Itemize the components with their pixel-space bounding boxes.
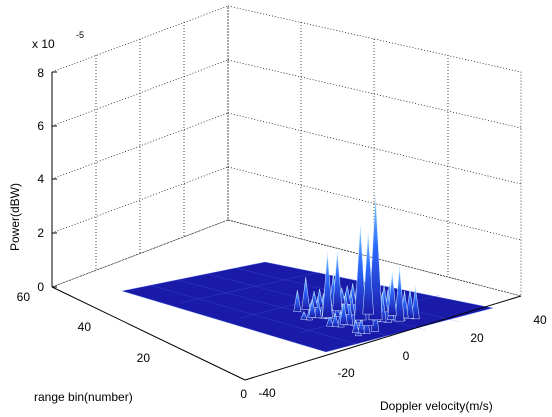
y-tick-label: 0	[240, 387, 247, 401]
surface-peak	[331, 313, 340, 327]
surface-peak	[300, 310, 308, 320]
surface-peak	[293, 290, 302, 312]
surface-peaks	[293, 196, 420, 337]
z-tick-label: 2	[37, 226, 44, 240]
surface-peak	[411, 286, 420, 320]
z-tick-label: 8	[37, 66, 44, 80]
surface-peak	[362, 233, 374, 315]
y-tick-label: 60	[17, 290, 31, 304]
x-ticks: -40 -20 0 20 40	[258, 313, 547, 400]
back-grid	[51, 5, 522, 297]
y-tick-label: 20	[137, 351, 151, 365]
x-tick-label: -20	[337, 366, 355, 380]
x-tick-label: 0	[403, 349, 410, 363]
z-exponent-power: -5	[76, 30, 84, 40]
x-tick-label: 40	[533, 313, 547, 327]
surface-peak	[301, 277, 310, 310]
z-axis-label: Power(dBW)	[8, 183, 22, 251]
surface-peak	[405, 288, 415, 319]
z-tick-label: 4	[37, 172, 44, 186]
z-ticks: 0 2 4 6 8	[37, 66, 57, 294]
surface-peak	[308, 298, 317, 318]
surface-peak	[394, 267, 405, 322]
surface-peak	[322, 252, 333, 318]
surface-peak	[387, 272, 397, 316]
y-tick-label: 40	[78, 320, 92, 334]
x-axis-label: Doppler velocity(m/s)	[380, 399, 493, 413]
surface-peak	[354, 225, 367, 321]
surface-peak	[332, 251, 343, 312]
z-tick-label: 0	[37, 280, 44, 294]
floor-grid	[51, 219, 522, 297]
x-tick-label: 20	[470, 331, 484, 345]
surface-peak	[351, 319, 360, 333]
z-exponent: x 10	[32, 37, 55, 51]
surface-peak	[326, 314, 334, 327]
x-tick-label: -40	[258, 386, 276, 400]
z-tick-label: 6	[37, 119, 44, 133]
surface-peak	[339, 300, 348, 325]
surface-peak	[368, 196, 383, 321]
y-ticks: 60 40 20 0	[17, 290, 248, 401]
y-axis-label: range bin(number)	[34, 390, 133, 404]
